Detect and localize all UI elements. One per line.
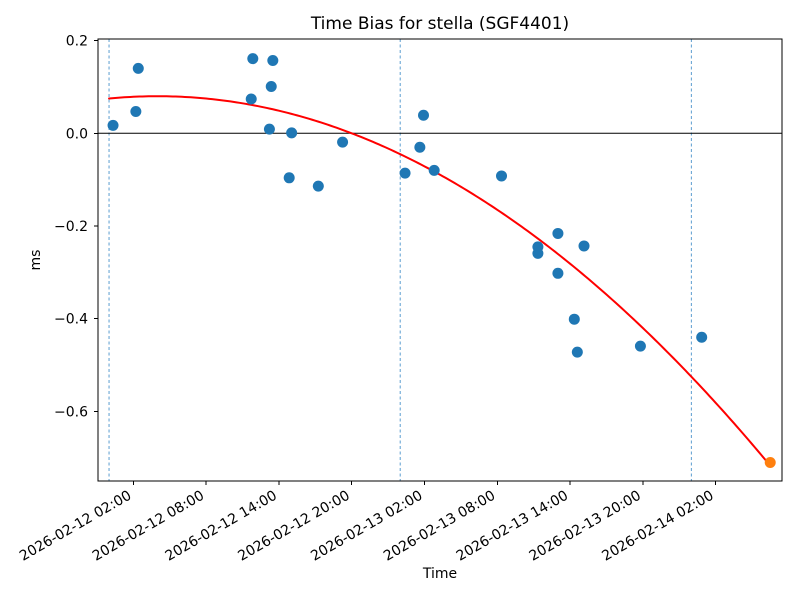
bias-measurements-point — [496, 170, 508, 182]
bias-measurements-point — [532, 247, 544, 259]
bias-measurements-point — [399, 167, 411, 179]
bias-measurements-point — [578, 240, 590, 252]
bias-measurements-point — [552, 267, 564, 279]
bias-measurements-point — [130, 106, 142, 118]
scatter-points — [107, 53, 776, 468]
y-tick-label: 0.0 — [66, 126, 88, 142]
y-tick-label: 0.2 — [66, 34, 88, 50]
bias-measurements-point — [428, 164, 440, 176]
day-boundary-lines — [108, 39, 692, 481]
x-axis-label: Time — [422, 566, 457, 582]
bias-measurements-point — [634, 340, 646, 352]
quadratic-fit-curve — [108, 95, 772, 467]
y-tick-label: −0.2 — [54, 219, 88, 235]
chart-title: Time Bias for stella (SGF4401) — [310, 14, 569, 34]
bias-measurements-point — [286, 127, 298, 139]
y-axis-label: ms — [28, 250, 44, 271]
bias-measurements-point — [263, 123, 275, 135]
bias-measurements-point — [552, 227, 564, 239]
y-axis-ticks: 0.2 0.0 −0.2 −0.4 −0.6 — [54, 34, 98, 420]
bias-measurements-point — [265, 80, 277, 92]
bias-measurements-point — [696, 331, 708, 343]
axes-frame — [97, 38, 783, 482]
bias-measurements-point — [571, 346, 583, 358]
bias-measurements-point — [312, 180, 324, 192]
bias-measurements-point — [283, 172, 295, 184]
bias-measurements-point — [132, 62, 144, 74]
bias-measurements-point — [267, 55, 279, 67]
bias-measurements-point — [245, 93, 257, 105]
fit-curve — [108, 95, 772, 467]
bias-measurements-point — [414, 141, 426, 153]
bias-measurements-point — [107, 119, 119, 131]
bias-measurements-point — [337, 136, 349, 148]
bias-measurements-point — [568, 313, 580, 325]
y-tick-label: −0.4 — [54, 312, 88, 328]
latest-measurement-point — [764, 456, 776, 468]
bias-measurements-point — [247, 53, 259, 65]
axes-spines — [97, 38, 783, 482]
bias-measurements-point — [418, 109, 429, 121]
y-tick-label: −0.6 — [54, 404, 88, 420]
